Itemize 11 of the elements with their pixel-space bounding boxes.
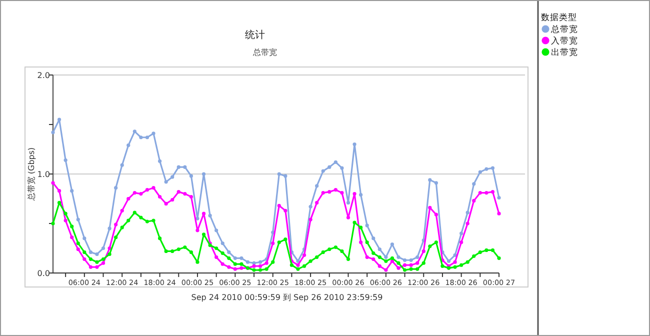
chart-subtitle: 总带宽 [252,48,277,57]
chart-title: 统计 [245,29,265,41]
y-tick-label: 1.0 [37,170,50,179]
legend-label: 入带宽 [551,36,578,46]
x-axis-title: Sep 24 2010 00:59:59 到 Sep 26 2010 23:59:59 [191,293,383,302]
legend-label: 总带宽 [550,24,578,35]
legend-title: 数据类型 [541,12,577,23]
y-tick-label: 0.0 [37,269,50,278]
y-tick-label: 2.0 [37,71,50,80]
legend-label: 出带宽 [551,47,578,58]
y-axis-title: 总带宽 (Gbps) [27,147,36,202]
